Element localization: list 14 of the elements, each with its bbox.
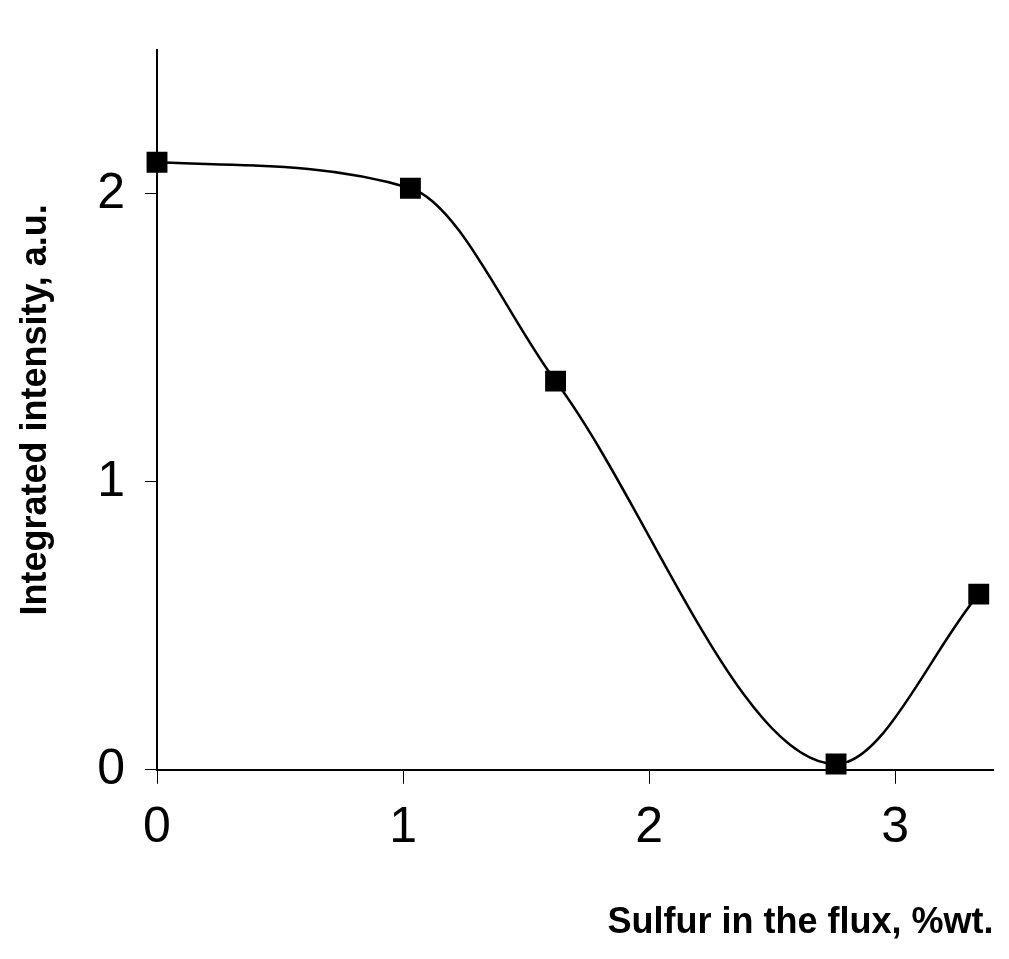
x-axis-title: Sulfur in the flux, %wt.: [607, 900, 994, 942]
point: [146, 151, 168, 173]
x-tick-label: 2: [635, 796, 663, 853]
point: [399, 177, 421, 199]
x-tick-label: 1: [389, 796, 417, 853]
x-tick-label: 0: [143, 796, 171, 853]
point: [545, 370, 567, 392]
point: [825, 753, 847, 775]
y-tick-label: 2: [97, 162, 126, 219]
x-tick-label: 3: [881, 796, 909, 853]
point: [968, 583, 990, 605]
y-tick-label: 1: [97, 450, 126, 507]
y-axis-title: Integrated intensity, a.u.: [12, 204, 54, 616]
y-tick-label: 0: [97, 738, 126, 795]
